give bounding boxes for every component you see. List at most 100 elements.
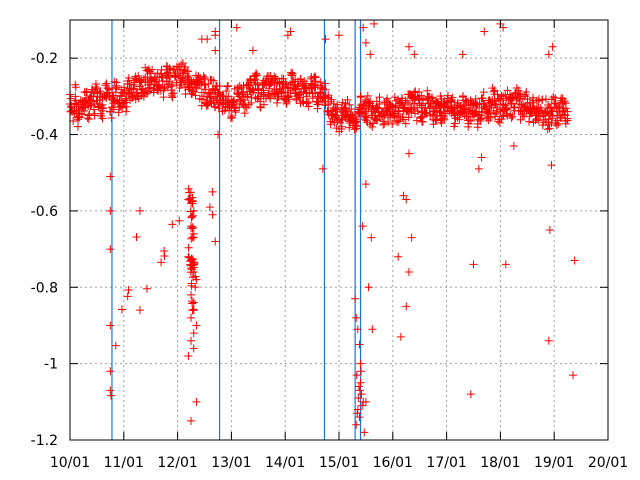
- data-point: [352, 117, 361, 126]
- data-point: [358, 401, 367, 410]
- data-point: [399, 115, 408, 124]
- data-point: [316, 83, 325, 92]
- data-point: [188, 211, 197, 220]
- data-point: [259, 100, 268, 109]
- data-point: [491, 112, 500, 121]
- data-point: [302, 88, 311, 97]
- data-point: [187, 234, 196, 243]
- data-point: [372, 97, 381, 106]
- x-tick-label: 15/01: [319, 455, 359, 471]
- data-point: [547, 161, 556, 170]
- data-point: [461, 105, 470, 114]
- data-point: [228, 113, 237, 122]
- data-point: [404, 113, 413, 122]
- data-point: [188, 223, 197, 232]
- data-point: [202, 101, 211, 110]
- data-point: [508, 112, 517, 121]
- data-point: [106, 386, 115, 395]
- data-point: [203, 35, 212, 44]
- data-point: [393, 118, 402, 127]
- data-point: [223, 82, 232, 91]
- data-point: [447, 109, 456, 118]
- data-point: [249, 86, 258, 95]
- data-point: [546, 103, 555, 112]
- data-point: [316, 78, 325, 87]
- data-point: [556, 113, 565, 122]
- data-point: [354, 382, 363, 391]
- data-point: [213, 130, 222, 139]
- data-point: [321, 35, 330, 44]
- data-point: [125, 80, 134, 89]
- data-point: [91, 82, 100, 91]
- data-point: [497, 115, 506, 124]
- data-point: [186, 207, 195, 216]
- data-point: [258, 81, 267, 90]
- data-point: [98, 100, 107, 109]
- data-point: [360, 109, 369, 118]
- data-point: [223, 81, 232, 90]
- data-point: [208, 187, 217, 196]
- x-tick-label: 11/01: [104, 455, 144, 471]
- data-point: [208, 210, 217, 219]
- data-point: [93, 99, 102, 108]
- data-point: [111, 341, 120, 350]
- data-point: [241, 102, 250, 111]
- data-point: [184, 243, 193, 252]
- data-point: [360, 428, 369, 437]
- x-tick-label: 19/01: [534, 455, 574, 471]
- data-point: [407, 108, 416, 117]
- data-point: [402, 302, 411, 311]
- data-point: [402, 195, 411, 204]
- data-point: [148, 65, 157, 74]
- data-point: [518, 111, 527, 120]
- data-point: [109, 105, 118, 114]
- data-point: [326, 120, 335, 129]
- data-point: [187, 279, 196, 288]
- data-point: [232, 23, 241, 32]
- data-point: [347, 104, 356, 113]
- data-point: [235, 103, 244, 112]
- data-point: [353, 405, 362, 414]
- data-point: [211, 27, 220, 36]
- data-point: [413, 107, 422, 116]
- data-point: [120, 98, 129, 107]
- data-point: [502, 104, 511, 113]
- y-tick-label: -1: [44, 357, 58, 373]
- data-point: [98, 114, 107, 123]
- data-point: [122, 107, 131, 116]
- data-point: [175, 67, 184, 76]
- data-point: [361, 97, 370, 106]
- data-point: [187, 336, 196, 345]
- data-point: [458, 50, 467, 59]
- x-tick-label: 20/01: [588, 455, 628, 471]
- data-point: [188, 199, 197, 208]
- data-point: [192, 321, 201, 330]
- data-point: [545, 103, 554, 112]
- y-axis-ticks: -0.2 -0.4 -0.6 -0.8 -1 -1.2: [31, 51, 608, 449]
- data-point: [251, 78, 260, 87]
- data-point: [157, 258, 166, 267]
- data-point: [409, 104, 418, 113]
- data-point: [353, 325, 362, 334]
- data-point: [245, 77, 254, 86]
- data-point: [418, 117, 427, 126]
- data-point: [491, 100, 500, 109]
- data-point: [337, 122, 346, 131]
- data-point: [435, 101, 444, 110]
- data-point: [410, 50, 419, 59]
- data-point: [187, 416, 196, 425]
- data-point: [168, 220, 177, 229]
- data-point: [456, 102, 465, 111]
- data-point: [248, 46, 257, 55]
- data-point: [311, 73, 320, 82]
- data-point: [426, 102, 435, 111]
- data-point: [544, 50, 553, 59]
- data-point: [188, 299, 197, 308]
- data-point: [373, 103, 382, 112]
- data-point: [188, 265, 197, 274]
- data-point: [486, 113, 495, 122]
- data-point: [83, 113, 92, 122]
- data-point: [177, 60, 186, 69]
- data-point: [554, 119, 563, 128]
- data-point: [277, 87, 286, 96]
